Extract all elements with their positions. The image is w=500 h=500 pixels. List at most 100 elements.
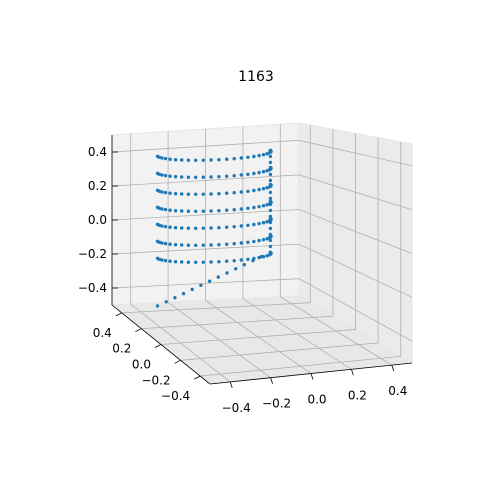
data-point <box>268 166 273 171</box>
data-point <box>186 209 191 213</box>
y-tick-label: 0.0 <box>132 358 151 372</box>
data-point <box>246 189 250 193</box>
data-point <box>157 257 161 261</box>
data-point <box>246 172 250 176</box>
data-point <box>201 158 205 162</box>
y-tick-label: 0.4 <box>93 326 112 340</box>
y-tick-mark <box>154 344 162 348</box>
data-point <box>268 238 273 243</box>
data-point <box>217 209 221 213</box>
data-point <box>239 190 243 194</box>
grid-line-x <box>180 137 379 361</box>
data-point <box>180 260 184 264</box>
data-point <box>168 174 172 178</box>
data-point <box>181 291 186 296</box>
data-point <box>268 232 273 237</box>
data-point <box>173 243 178 247</box>
data-point <box>201 209 205 213</box>
data-point <box>186 260 191 264</box>
data-point <box>157 189 161 193</box>
z-tick-label: −0.2 <box>78 247 107 261</box>
data-point <box>160 241 164 245</box>
x-tick-mark <box>310 373 314 380</box>
data-point <box>201 260 205 264</box>
grid-line-x <box>121 125 311 314</box>
data-point <box>217 175 221 179</box>
data-point <box>168 191 172 195</box>
data-point <box>257 187 261 192</box>
data-point <box>168 225 172 229</box>
data-point <box>268 250 273 255</box>
data-point <box>180 209 184 213</box>
data-point <box>160 224 164 228</box>
grid-line-x <box>200 141 402 377</box>
data-point <box>252 222 256 227</box>
data-point <box>157 240 161 244</box>
data-point <box>201 226 205 230</box>
grid-line-y <box>167 131 271 379</box>
data-point <box>209 209 213 213</box>
data-points <box>155 148 273 308</box>
data-point <box>160 173 164 177</box>
data-point <box>186 175 191 179</box>
data-point <box>232 225 236 229</box>
data-point <box>225 191 229 195</box>
grid-line-x <box>141 129 334 330</box>
data-point <box>194 243 198 247</box>
data-point <box>268 208 273 213</box>
data-point <box>180 158 184 162</box>
data-point <box>194 192 198 196</box>
data-point <box>246 155 250 159</box>
data-point <box>173 209 178 213</box>
data-point <box>225 259 229 263</box>
y-tick-mark <box>194 375 201 380</box>
axes-panes <box>110 122 414 385</box>
data-point <box>201 175 205 179</box>
data-point <box>232 191 236 195</box>
data-point <box>261 153 266 157</box>
data-point <box>157 172 161 176</box>
grid-line-y <box>279 124 393 366</box>
data-point <box>252 171 256 176</box>
data-point <box>163 190 168 195</box>
data-point <box>190 287 194 292</box>
data-point <box>268 172 273 177</box>
x-tick-label: 0.0 <box>307 393 326 407</box>
data-point <box>209 260 213 264</box>
x-tick-mark <box>229 381 233 389</box>
grid-line-z <box>111 209 413 254</box>
data-point <box>268 190 273 195</box>
data-point <box>242 263 246 267</box>
z-tick-label: −0.4 <box>78 281 107 295</box>
data-point <box>194 158 198 162</box>
data-point <box>207 279 212 283</box>
x-tick-label: −0.2 <box>262 397 291 411</box>
data-point <box>232 157 236 161</box>
y-tick-label: −0.4 <box>161 389 190 403</box>
data-point <box>217 226 221 230</box>
data-point <box>209 175 213 179</box>
data-point <box>194 175 198 179</box>
grid-line-z <box>111 243 413 298</box>
data-point <box>252 239 256 244</box>
data-point <box>225 174 229 178</box>
z-tick-label: 0.4 <box>88 145 107 159</box>
data-point <box>268 196 273 201</box>
y-tick-label: −0.2 <box>141 373 170 387</box>
x-tick-label: −0.4 <box>222 401 251 415</box>
data-point <box>186 243 191 247</box>
grid-line-z <box>111 278 413 342</box>
data-point <box>268 148 273 153</box>
data-point <box>232 242 236 246</box>
grid-line-y <box>130 133 231 383</box>
data-point <box>157 206 161 210</box>
x-tick-label: 0.2 <box>348 388 367 402</box>
data-point <box>252 188 256 193</box>
y-tick-label: 0.2 <box>112 342 131 356</box>
data-point <box>173 296 177 300</box>
data-point <box>199 283 203 287</box>
data-point <box>163 156 168 161</box>
data-point <box>246 240 250 244</box>
data-point <box>216 275 220 279</box>
tick-labels: −0.4 −0.2 0.0 0.2 0.40.40.20.0−0.2−0.40.40.2… <box>78 145 407 415</box>
